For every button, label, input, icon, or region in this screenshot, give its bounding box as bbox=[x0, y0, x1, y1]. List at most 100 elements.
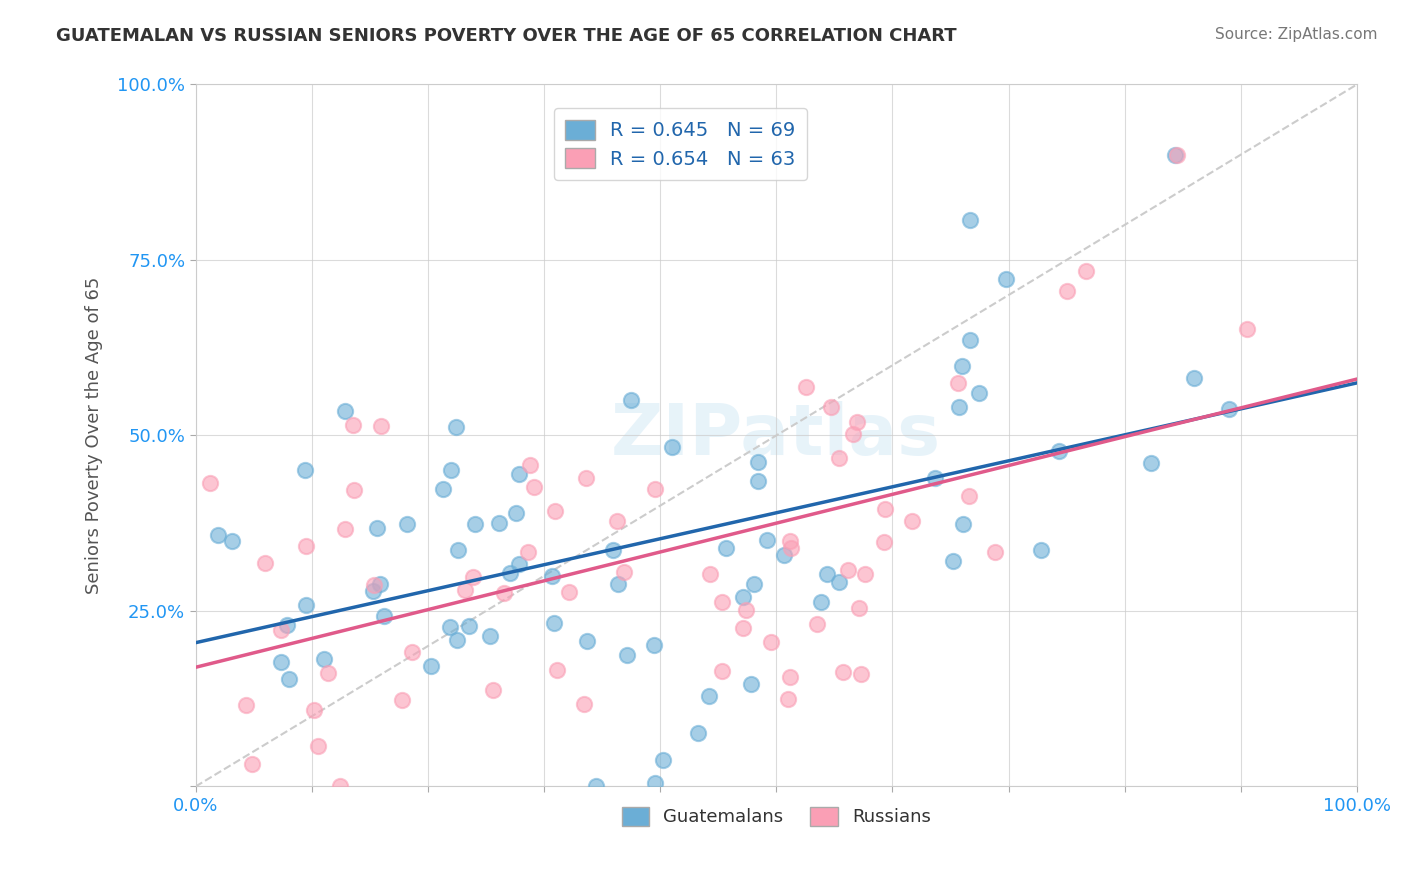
Point bbox=[643, 638, 665, 652]
Point bbox=[952, 517, 974, 532]
Point bbox=[461, 570, 484, 584]
Point bbox=[440, 462, 463, 476]
Point bbox=[1218, 402, 1240, 417]
Point bbox=[540, 569, 562, 583]
Point bbox=[270, 656, 292, 670]
Point bbox=[853, 566, 876, 581]
Point bbox=[1047, 444, 1070, 458]
Point bbox=[508, 467, 530, 482]
Point bbox=[235, 698, 257, 712]
Point bbox=[278, 673, 301, 687]
Point bbox=[439, 620, 461, 634]
Point bbox=[942, 554, 965, 568]
Point bbox=[747, 455, 769, 469]
Point bbox=[575, 471, 598, 485]
Point bbox=[959, 212, 981, 227]
Point bbox=[828, 575, 851, 590]
Point bbox=[1166, 147, 1188, 161]
Point bbox=[1140, 456, 1163, 470]
Point bbox=[240, 757, 263, 772]
Point bbox=[446, 633, 468, 648]
Point bbox=[508, 557, 530, 571]
Point bbox=[221, 533, 243, 548]
Point bbox=[995, 272, 1018, 286]
Point bbox=[606, 514, 628, 528]
Point bbox=[505, 506, 527, 520]
Point bbox=[900, 515, 922, 529]
Point bbox=[361, 583, 384, 598]
Point bbox=[329, 780, 352, 794]
Point bbox=[1182, 371, 1205, 385]
Point bbox=[546, 663, 568, 677]
Text: GUATEMALAN VS RUSSIAN SENIORS POVERTY OVER THE AGE OF 65 CORRELATION CHART: GUATEMALAN VS RUSSIAN SENIORS POVERTY OV… bbox=[56, 27, 957, 45]
Point bbox=[558, 585, 581, 599]
Point bbox=[312, 652, 335, 666]
Point bbox=[370, 577, 392, 591]
Point bbox=[686, 725, 709, 739]
Point bbox=[828, 451, 851, 466]
Point bbox=[948, 401, 970, 415]
Point bbox=[607, 576, 630, 591]
Point bbox=[447, 543, 470, 558]
Point bbox=[733, 590, 755, 604]
Point bbox=[832, 665, 855, 679]
Point bbox=[735, 602, 758, 616]
Point bbox=[872, 535, 894, 549]
Point bbox=[837, 563, 859, 577]
Point bbox=[335, 522, 357, 536]
Point bbox=[747, 474, 769, 488]
Point bbox=[620, 393, 643, 408]
Point bbox=[810, 595, 832, 609]
Point bbox=[1163, 147, 1185, 161]
Point bbox=[946, 376, 969, 390]
Point bbox=[779, 670, 801, 684]
Point bbox=[731, 621, 754, 635]
Point bbox=[464, 517, 486, 532]
Point bbox=[499, 566, 522, 580]
Point bbox=[363, 578, 385, 592]
Point bbox=[401, 645, 423, 659]
Point bbox=[444, 419, 467, 434]
Point bbox=[307, 739, 329, 753]
Point bbox=[616, 648, 638, 663]
Text: Source: ZipAtlas.com: Source: ZipAtlas.com bbox=[1215, 27, 1378, 42]
Point bbox=[780, 541, 803, 555]
Point bbox=[270, 624, 292, 638]
Point bbox=[710, 594, 733, 608]
Point bbox=[574, 697, 596, 711]
Point bbox=[366, 521, 388, 535]
Point bbox=[516, 545, 538, 559]
Point bbox=[1056, 284, 1078, 298]
Point bbox=[950, 359, 973, 373]
Point bbox=[482, 683, 505, 698]
Point bbox=[432, 483, 454, 497]
Point bbox=[523, 480, 546, 494]
Point bbox=[395, 517, 418, 532]
Point bbox=[543, 615, 565, 630]
Point bbox=[661, 440, 683, 454]
Point bbox=[742, 577, 765, 591]
Point bbox=[716, 541, 738, 556]
Point bbox=[1076, 264, 1098, 278]
Point bbox=[759, 635, 782, 649]
Point bbox=[295, 539, 318, 553]
Point bbox=[806, 617, 828, 632]
Point bbox=[756, 533, 779, 548]
Point bbox=[612, 565, 634, 579]
Point bbox=[651, 753, 673, 767]
Point bbox=[342, 418, 364, 433]
Point bbox=[740, 677, 762, 691]
Point bbox=[820, 401, 842, 415]
Point bbox=[776, 691, 799, 706]
Point bbox=[302, 703, 325, 717]
Point bbox=[519, 458, 541, 472]
Point bbox=[253, 556, 276, 570]
Point bbox=[815, 567, 838, 582]
Point bbox=[198, 476, 221, 491]
Point bbox=[335, 403, 357, 417]
Point bbox=[207, 528, 229, 542]
Text: ZIPatlas: ZIPatlas bbox=[612, 401, 942, 470]
Point bbox=[316, 665, 339, 680]
Point bbox=[644, 776, 666, 790]
Point bbox=[575, 633, 598, 648]
